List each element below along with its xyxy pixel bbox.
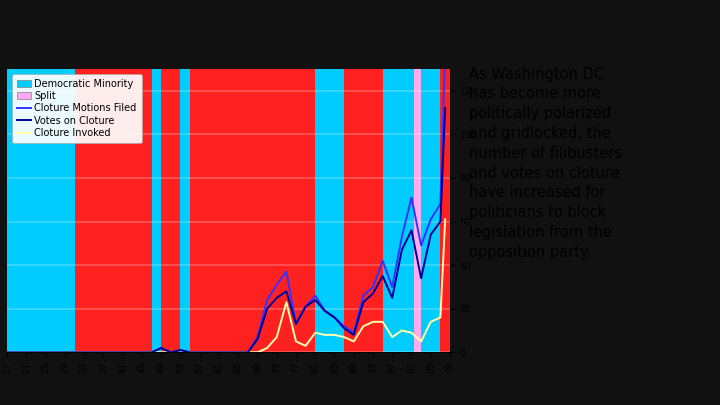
Text: As Washington DC
has become more
politically polarized
and gridlocked, the
numbe: As Washington DC has become more politic… xyxy=(469,67,623,260)
Bar xyxy=(412,69,414,352)
Bar xyxy=(75,69,84,352)
Bar xyxy=(181,69,190,352)
Bar xyxy=(421,69,441,352)
Bar xyxy=(344,69,382,352)
Bar xyxy=(441,69,450,352)
Bar xyxy=(152,69,161,352)
Bar xyxy=(190,69,315,352)
Bar xyxy=(315,69,344,352)
Bar xyxy=(7,69,17,352)
Bar xyxy=(17,69,75,352)
Legend: Democratic Minority, Split, Cloture Motions Filed, Votes on Cloture, Cloture Inv: Democratic Minority, Split, Cloture Moti… xyxy=(12,74,142,143)
Bar xyxy=(161,69,181,352)
Bar xyxy=(84,69,152,352)
Bar xyxy=(414,69,421,352)
Bar xyxy=(382,69,412,352)
